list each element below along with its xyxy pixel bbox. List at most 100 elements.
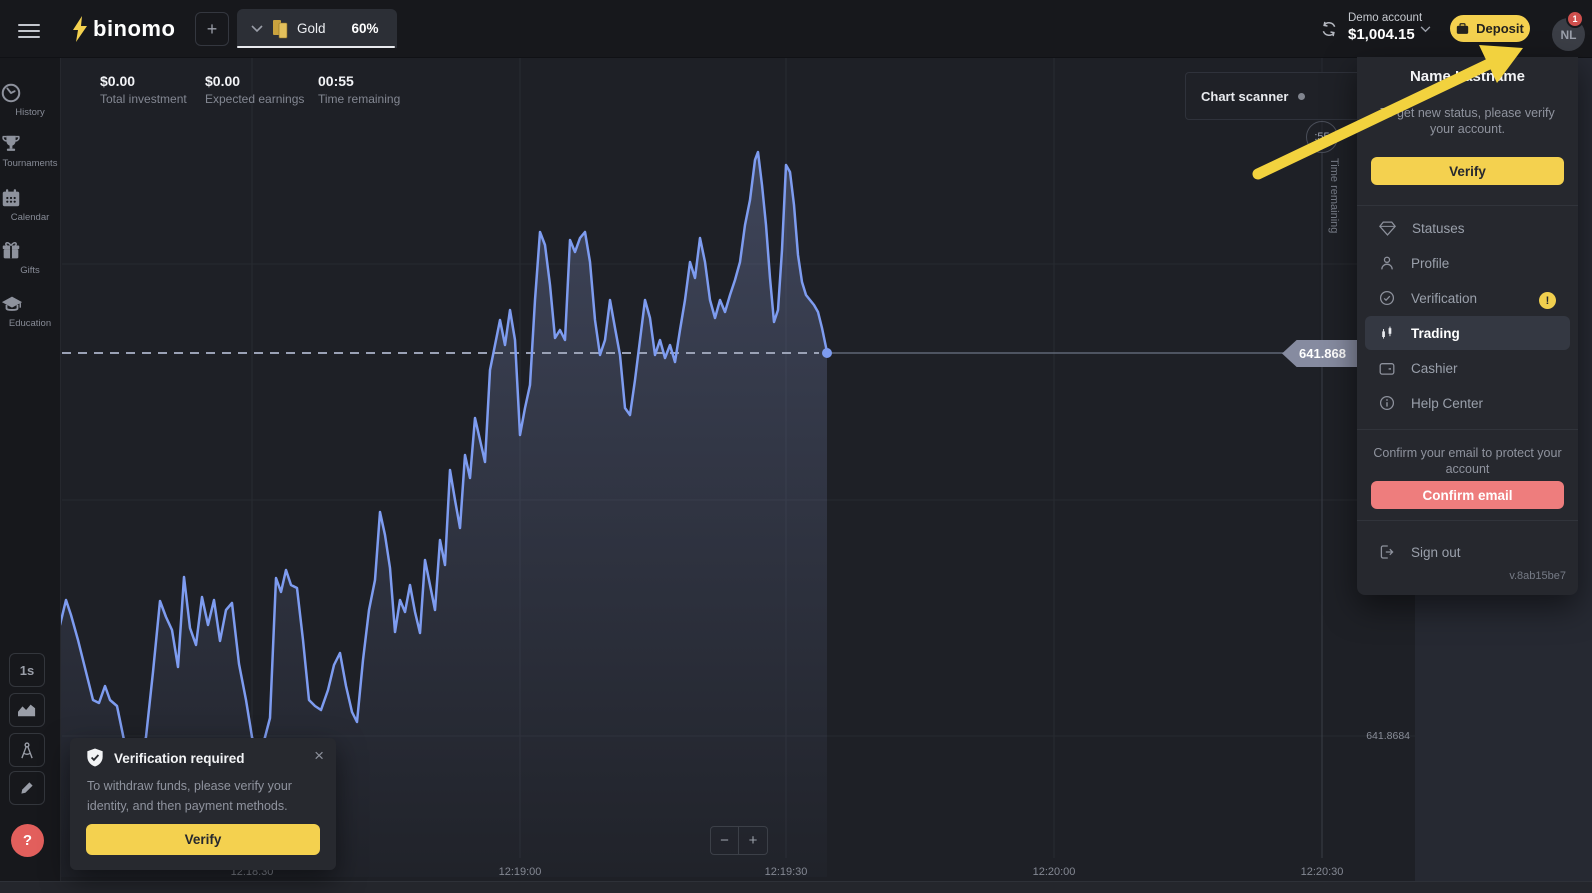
- refresh-account-icon[interactable]: [1320, 20, 1338, 38]
- expected-earnings-label: Expected earnings: [205, 92, 305, 106]
- interval-button[interactable]: 1s: [9, 653, 45, 687]
- sign-out-label: Sign out: [1411, 544, 1461, 560]
- chart-scanner-label: Chart scanner: [1201, 88, 1289, 104]
- status-note: To get new status, please verify your ac…: [1371, 105, 1564, 137]
- popup-title: Verification required: [114, 750, 245, 766]
- account-name: Name Lastname: [1409, 68, 1526, 85]
- chart-zoom-controls: − +: [710, 826, 768, 855]
- time-remaining-value: 00:55: [318, 73, 354, 89]
- menu-label-help-center: Help Center: [1411, 395, 1484, 411]
- time-tick-4: 12:20:00: [1032, 866, 1076, 878]
- time-remaining-axis-label: Time remaining: [1328, 158, 1340, 234]
- pencil-icon: [21, 782, 33, 794]
- price-axis-tick: 641.8684: [1366, 730, 1410, 742]
- zoom-out-button[interactable]: −: [710, 826, 739, 855]
- menu-verify-button[interactable]: Verify: [1371, 157, 1564, 185]
- menu-item-profile[interactable]: Profile: [1365, 246, 1570, 280]
- popup-verify-button[interactable]: Verify: [86, 824, 320, 855]
- sidebar-item-calendar[interactable]: Calendar: [0, 187, 60, 223]
- top-bar: binomo + Gold 60% Demo account $1,004.15: [0, 0, 1592, 58]
- indicators-button[interactable]: [9, 733, 45, 767]
- cashier-wallet-icon: [1379, 361, 1395, 376]
- verification-alert-badge: !: [1539, 292, 1556, 309]
- stat-total-investment: $0.00 Total investment: [100, 73, 187, 106]
- timer-badge-text: :55: [1314, 131, 1330, 143]
- chart-scanner-button[interactable]: Chart scanner: [1185, 72, 1379, 120]
- popup-body-line1: To withdraw funds, please verify your: [87, 779, 292, 793]
- check-circle-icon: [1379, 290, 1395, 306]
- asset-payout: 60%: [351, 21, 379, 36]
- deposit-button[interactable]: Deposit: [1450, 15, 1530, 42]
- chart-type-button[interactable]: [9, 693, 45, 727]
- sidebar-label-gifts: Gifts: [20, 265, 40, 276]
- gem-icon: [1379, 220, 1396, 236]
- binomo-logo[interactable]: binomo: [93, 16, 176, 41]
- sidebar-label-calendar: Calendar: [10, 212, 50, 223]
- account-balance: $1,004.15: [1348, 26, 1415, 43]
- time-tick-2: 12:19:00: [498, 866, 542, 878]
- menu-divider-1: [1357, 205, 1578, 206]
- candlestick-chart-icon: [1379, 325, 1395, 341]
- menu-item-cashier[interactable]: Cashier: [1365, 351, 1570, 385]
- account-dropdown-menu: Name Lastname To get new status, please …: [1357, 57, 1578, 595]
- menu-label-trading: Trading: [1411, 325, 1460, 341]
- sidebar-label-education: Education: [8, 318, 52, 329]
- avatar-initials: NL: [1560, 27, 1577, 42]
- add-asset-button[interactable]: +: [195, 12, 229, 46]
- gift-icon: [2, 242, 20, 259]
- status-note-line2: your account.: [1429, 122, 1506, 136]
- confirm-email-button[interactable]: Confirm email: [1371, 481, 1564, 509]
- shield-check-icon: [87, 748, 103, 767]
- calendar-icon: [2, 189, 20, 207]
- profile-person-icon: [1379, 255, 1395, 271]
- graduation-cap-icon: [1, 296, 23, 311]
- menu-label-cashier: Cashier: [1411, 360, 1458, 376]
- stat-expected-earnings: $0.00 Expected earnings: [205, 73, 304, 106]
- sidebar-item-history[interactable]: History: [0, 82, 60, 118]
- sign-out-icon: [1379, 544, 1395, 560]
- menu-item-statuses[interactable]: Statuses: [1365, 211, 1570, 245]
- menu-item-verification[interactable]: Verification: [1365, 281, 1570, 315]
- current-price-value: 641.868: [1299, 346, 1346, 361]
- sidebar-item-tournaments[interactable]: Tournaments: [0, 133, 60, 169]
- help-button[interactable]: ?: [11, 824, 44, 857]
- sidebar-item-education[interactable]: Education: [0, 293, 60, 329]
- zoom-in-button[interactable]: +: [739, 826, 768, 855]
- account-chevron-down-icon[interactable]: [1420, 26, 1431, 33]
- sign-out-button[interactable]: Sign out: [1365, 535, 1570, 569]
- chart-scanner-status-dot: [1298, 92, 1306, 100]
- price-chart: [60, 57, 1415, 877]
- drawing-tools-button[interactable]: [9, 771, 45, 805]
- expected-earnings-value: $0.00: [205, 73, 241, 89]
- time-tick-3: 12:19:30: [764, 866, 808, 878]
- menu-divider-3: [1357, 520, 1578, 521]
- confirm-email-note-line2: account: [1445, 462, 1490, 476]
- popup-body: To withdraw funds, please verify your id…: [87, 776, 322, 816]
- confirm-email-note: Confirm your email to protect your accou…: [1371, 445, 1564, 477]
- account-type-label: Demo account: [1348, 12, 1423, 24]
- gold-asset-icon: [273, 19, 288, 38]
- menu-label-verification: Verification: [1411, 290, 1478, 306]
- stat-time-remaining: 00:55 Time remaining: [318, 73, 400, 106]
- hamburger-menu-icon[interactable]: [18, 20, 40, 42]
- left-sidebar: History Tournaments Calendar: [0, 57, 61, 881]
- sidebar-label-history: History: [15, 107, 45, 118]
- area-chart-icon: [18, 704, 36, 717]
- menu-item-trading[interactable]: Trading: [1365, 316, 1570, 350]
- bottom-status-strip: [0, 881, 1592, 893]
- menu-item-help-center[interactable]: Help Center: [1365, 386, 1570, 420]
- confirm-email-note-line1: Confirm your email to protect your: [1373, 446, 1562, 460]
- compass-tool-icon: [21, 741, 33, 758]
- menu-label-profile: Profile: [1411, 255, 1450, 271]
- binomo-bolt-icon: [73, 16, 87, 42]
- time-tick-5: 12:20:30: [1300, 866, 1344, 878]
- menu-divider-2: [1357, 429, 1578, 430]
- account-switcher[interactable]: Demo account $1,004.15: [1348, 12, 1422, 43]
- popup-body-line2: identity, and then payment methods.: [87, 799, 288, 813]
- asset-tab-gold[interactable]: Gold 60%: [237, 9, 397, 48]
- menu-label-statuses: Statuses: [1412, 220, 1465, 236]
- verification-popup: Verification required × To withdraw fund…: [70, 738, 336, 870]
- popup-close-icon[interactable]: ×: [314, 746, 324, 765]
- sidebar-item-gifts[interactable]: Gifts: [0, 240, 60, 276]
